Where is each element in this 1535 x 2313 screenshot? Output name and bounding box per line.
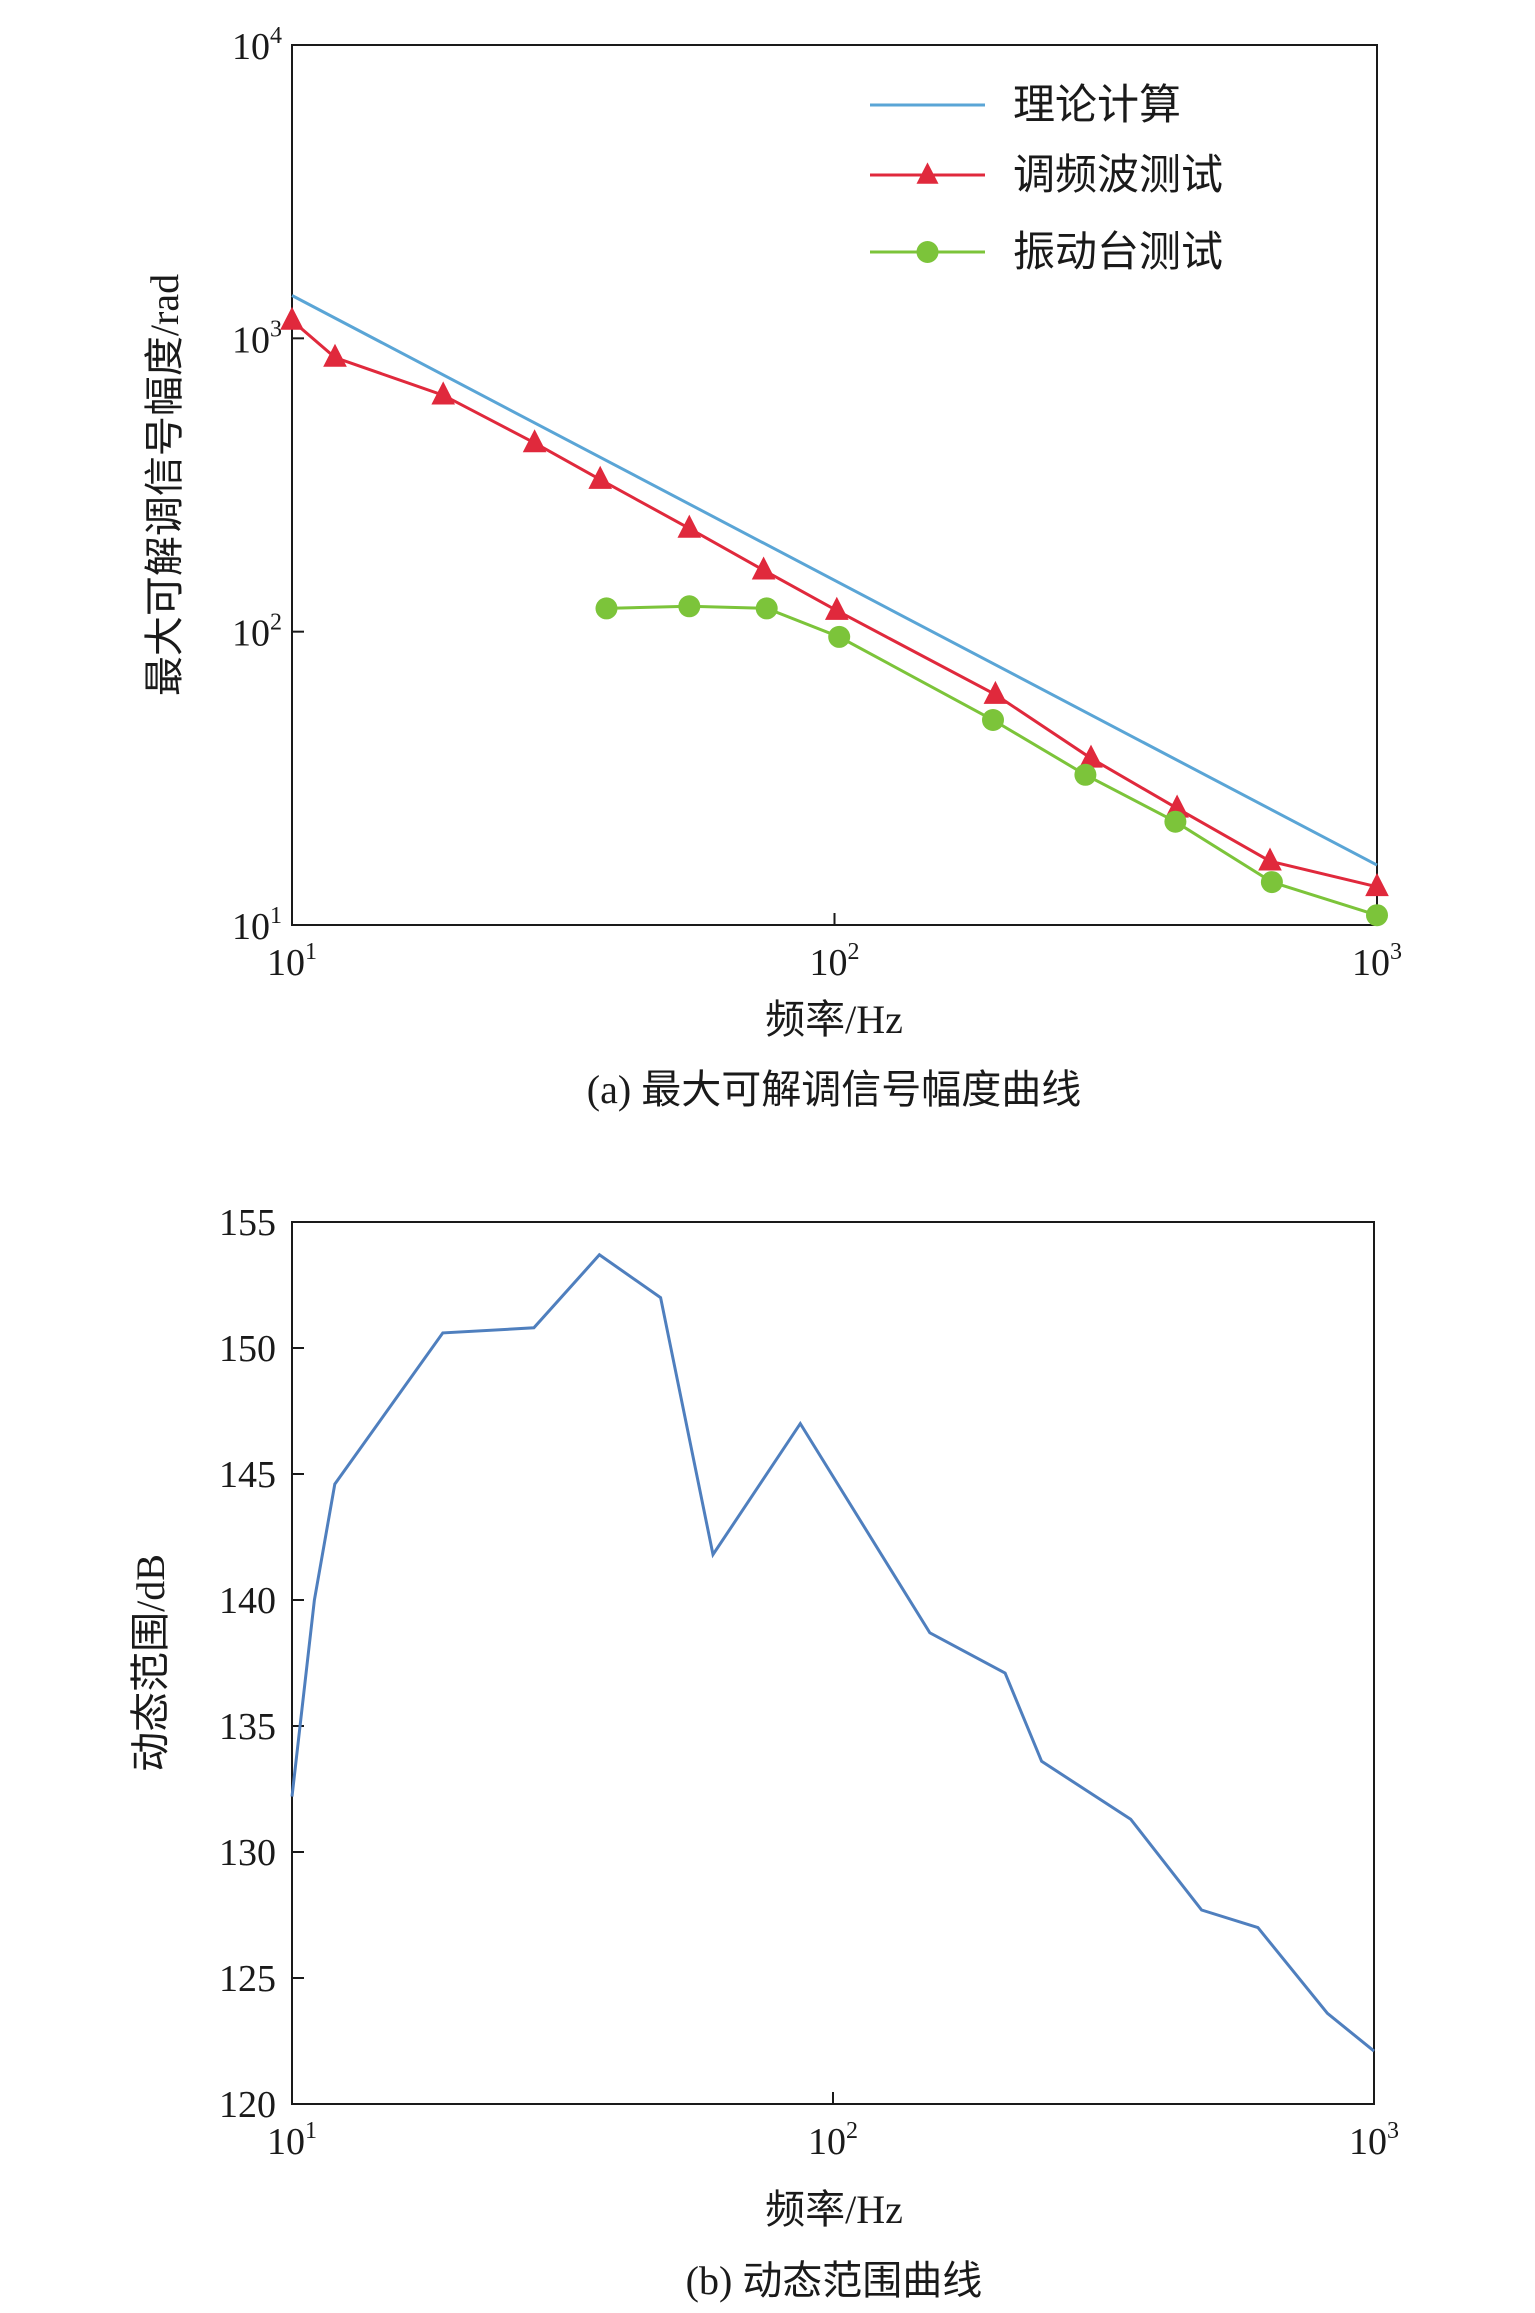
chart-a-x-tick-label: 101 bbox=[267, 939, 317, 984]
chart-a-x-tick-label: 103 bbox=[1352, 939, 1402, 984]
chart-b-series bbox=[290, 1252, 1375, 2053]
chart-a-circle-point bbox=[982, 709, 1004, 731]
chart-a-x-tick-label: 102 bbox=[810, 939, 860, 984]
chart-b-x-tick-label: 101 bbox=[267, 2118, 317, 2163]
chart-b-series-line-1 bbox=[290, 1252, 1375, 2053]
chart-b-y-tick-label: 145 bbox=[219, 1454, 276, 1496]
chart-a-y-tick-label: 102 bbox=[232, 610, 282, 655]
chart-a-triangle-point bbox=[677, 514, 702, 538]
chart-b-x-tick-label: 103 bbox=[1349, 2118, 1399, 2163]
chart-b-y-tick-label: 120 bbox=[219, 2084, 276, 2126]
chart-a-series bbox=[280, 294, 1389, 927]
chart-a-triangle-point bbox=[824, 596, 849, 620]
chart-a-triangle-point bbox=[1258, 847, 1282, 871]
chart-a-y-tick-label: 104 bbox=[232, 23, 282, 68]
chart-a-y-tick-label: 101 bbox=[232, 903, 282, 948]
chart-a-triangle-point bbox=[1365, 873, 1389, 897]
chart-b-y-ticks: 120 125 130 135 140 145 150 155 bbox=[219, 1202, 304, 2126]
chart-b-y-axis-label: 动态范围/dB bbox=[128, 1554, 173, 1772]
chart-a-circle-point bbox=[595, 597, 618, 620]
chart-a-triangle-point bbox=[431, 381, 456, 405]
chart-b-plot-frame bbox=[291, 1221, 1375, 2105]
chart-a-series-line-1 bbox=[291, 294, 1378, 867]
chart-a-triangle-point bbox=[280, 306, 304, 330]
chart-a-circle-point bbox=[755, 597, 778, 620]
chart-a-circle-point bbox=[1260, 871, 1283, 894]
chart-b-y-tick-label: 130 bbox=[219, 1832, 276, 1874]
chart-a-x-axis-label: 频率/Hz bbox=[765, 997, 903, 1042]
chart-a-triangle-point bbox=[588, 465, 613, 489]
chart-a-circle-point bbox=[1366, 904, 1388, 927]
chart-b-y-tick-label: 155 bbox=[219, 1202, 276, 1244]
chart-b-x-axis-label: 频率/Hz bbox=[765, 2187, 903, 2232]
chart-b-caption: (b) 动态范围曲线 bbox=[686, 2258, 983, 2303]
chart-a-triangle-point bbox=[751, 556, 776, 580]
chart-b: 101 102 103 120 125 130 135 140 145 150 155 频率/Hz… bbox=[128, 1202, 1399, 2303]
chart-a-x-ticks: 101 102 103 bbox=[267, 913, 1402, 984]
chart-a-triangle-point bbox=[1079, 744, 1103, 768]
chart-a-triangle-point bbox=[522, 429, 547, 453]
chart-a-y-axis-label: 最大可解调信号幅度/rad bbox=[142, 274, 187, 696]
legend-circle-marker bbox=[916, 241, 939, 263]
chart-b-x-ticks: 101 102 103 bbox=[267, 2092, 1399, 2163]
legend-triangle-marker bbox=[916, 162, 939, 184]
chart-a-circle-point bbox=[1164, 810, 1187, 833]
chart-b-y-tick-label: 140 bbox=[219, 1580, 276, 1622]
legend-label-1: 理论计算 bbox=[1013, 83, 1181, 129]
chart-b-y-tick-label: 125 bbox=[219, 1958, 276, 2000]
chart-a-y-ticks: 101 102 103 104 bbox=[232, 23, 304, 948]
chart-a-y-tick-label: 103 bbox=[232, 316, 282, 361]
chart-b-x-tick-label: 102 bbox=[808, 2118, 858, 2163]
chart-b-y-tick-label: 135 bbox=[219, 1706, 276, 1748]
chart-a-circle-point bbox=[828, 625, 851, 648]
chart-a-circle-point bbox=[1074, 763, 1097, 786]
legend-label-2: 调频波测试 bbox=[1013, 153, 1223, 199]
chart-a-circle-point bbox=[678, 595, 701, 618]
chart-a-triangle-point bbox=[983, 680, 1008, 704]
chart-a-caption: (a) 最大可解调信号幅度曲线 bbox=[587, 1067, 1081, 1112]
legend-label-3: 振动台测试 bbox=[1013, 230, 1223, 276]
chart-a-triangle-point bbox=[323, 343, 347, 367]
chart-b-y-tick-label: 150 bbox=[219, 1328, 276, 1370]
